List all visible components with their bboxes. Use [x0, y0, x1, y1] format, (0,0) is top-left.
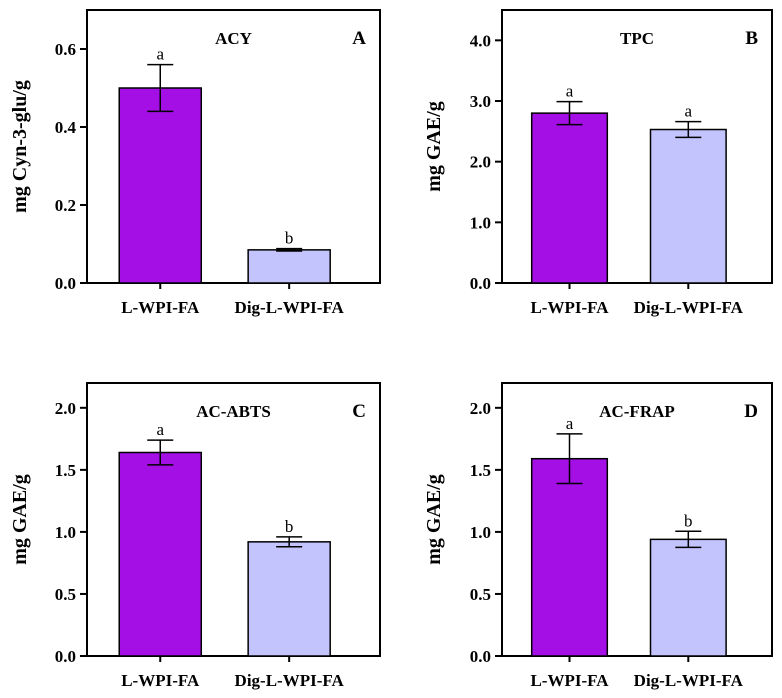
y-tick-label: 2.0 — [470, 399, 491, 418]
bar-l-wpi-fa — [118, 87, 203, 284]
category-label: L-WPI-FA — [530, 298, 609, 317]
y-tick-label: 0.6 — [55, 40, 76, 59]
significance-letter: a — [566, 414, 574, 433]
bar-l-wpi-fa — [118, 451, 203, 657]
chart-title: AC-ABTS — [196, 402, 271, 421]
panel-letter: A — [352, 28, 366, 49]
category-label: Dig-L-WPI-FA — [634, 671, 744, 690]
chart-title: AC-FRAP — [599, 402, 675, 421]
bar-dig-l-wpi-fa — [247, 249, 331, 284]
y-tick-label: 0.0 — [55, 647, 76, 666]
y-tick-label: 0.0 — [470, 274, 491, 293]
bar-dig-l-wpi-fa — [247, 541, 331, 657]
panel-b: 0.0 1.0 2.0 3.0 4.0 a L-WPI-FA a Dig-L-WPI-FA TPC… — [423, 9, 773, 317]
y-tick-label: 0.5 — [55, 585, 76, 604]
bar-l-wpi-fa — [530, 112, 609, 284]
category-label: Dig-L-WPI-FA — [634, 298, 744, 317]
chart-title: TPC — [620, 29, 654, 48]
panel-letter: B — [745, 28, 758, 49]
y-tick-label: 0.2 — [55, 196, 76, 215]
significance-letter: a — [156, 45, 164, 64]
y-tick-label: 3.0 — [470, 92, 491, 111]
plot-frame — [86, 9, 381, 284]
y-tick-label: 2.0 — [55, 399, 76, 418]
y-tick-label: 4.0 — [470, 31, 491, 50]
category-label: L-WPI-FA — [121, 298, 200, 317]
plot-frame — [501, 382, 773, 657]
panel-letter: D — [744, 401, 758, 422]
bar-dig-l-wpi-fa — [649, 538, 727, 657]
y-axis-label: mg Cyn-3-glu/g — [9, 80, 31, 213]
y-tick-label: 1.5 — [470, 461, 491, 480]
significance-letter: a — [566, 82, 574, 101]
category-label: L-WPI-FA — [530, 671, 609, 690]
panel-d: 0.0 0.5 1.0 1.5 2.0 a L-WPI-FA b Dig-L-WPI-FA AC-… — [423, 382, 773, 690]
category-label: Dig-L-WPI-FA — [235, 298, 345, 317]
bar-dig-l-wpi-fa — [649, 128, 727, 284]
y-axis-label: mg GAE/g — [423, 101, 445, 192]
panel-c: 0.0 0.5 1.0 1.5 2.0 a L-WPI-FA b Dig-L-WPI-FA AC-… — [9, 382, 381, 690]
significance-letter: a — [156, 420, 164, 439]
significance-letter: a — [685, 102, 693, 121]
plot-frame — [86, 382, 381, 657]
significance-letter: b — [285, 517, 294, 536]
y-tick-label: 0.0 — [470, 647, 491, 666]
panel-letter: C — [352, 401, 366, 422]
category-label: Dig-L-WPI-FA — [235, 671, 345, 690]
y-tick-label: 2.0 — [470, 153, 491, 172]
y-axis-label: mg GAE/g — [9, 474, 31, 565]
y-tick-label: 0.5 — [470, 585, 491, 604]
panel-a: 0.0 0.2 0.4 0.6 a L-WPI-FA b Dig-L-WPI-FA ACY Amg… — [9, 9, 381, 317]
y-tick-label: 1.0 — [55, 523, 76, 542]
plot-frame — [501, 9, 773, 284]
y-tick-label: 1.0 — [470, 523, 491, 542]
significance-letter: b — [285, 229, 294, 248]
y-tick-label: 0.4 — [55, 118, 77, 137]
y-axis-label: mg GAE/g — [423, 474, 445, 565]
chart-title: ACY — [215, 29, 252, 48]
y-tick-label: 1.5 — [55, 461, 76, 480]
y-tick-label: 0.0 — [55, 274, 76, 293]
bar-l-wpi-fa — [530, 457, 609, 657]
category-label: L-WPI-FA — [121, 671, 200, 690]
significance-letter: b — [684, 511, 693, 530]
y-tick-label: 1.0 — [470, 213, 491, 232]
